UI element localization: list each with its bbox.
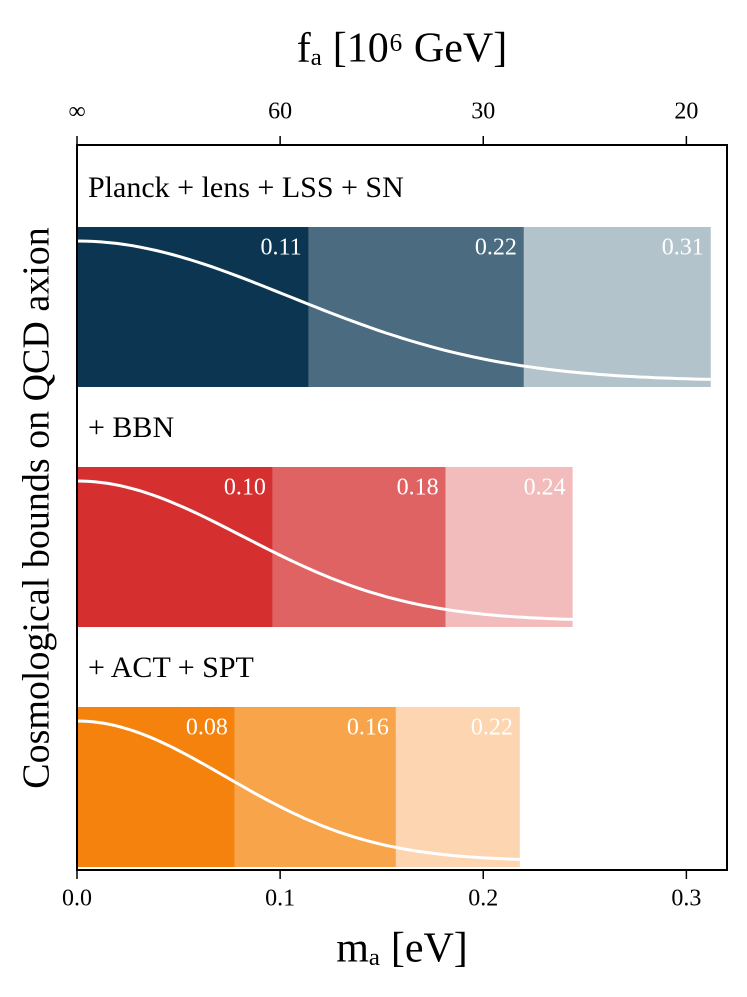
series-label: + ACT + SPT <box>88 651 254 684</box>
x-tick-label: 0.1 <box>265 886 295 912</box>
x-tick-label: 0.3 <box>671 886 701 912</box>
x2-tick-label: 20 <box>674 99 698 125</box>
value-label: 0.08 <box>186 715 228 741</box>
series-label: Planck + lens + LSS + SN <box>88 171 404 204</box>
value-label: 0.22 <box>475 235 517 261</box>
x2-tick-label: 60 <box>268 99 292 125</box>
value-label: 0.31 <box>662 235 704 261</box>
bar-segment <box>395 707 520 867</box>
posterior-curve <box>76 479 573 621</box>
bar-segment <box>77 707 235 867</box>
value-label: 0.18 <box>397 475 439 501</box>
value-label: 0.10 <box>224 475 266 501</box>
x-axis-label: mₐ [eV] <box>336 926 468 972</box>
bar-segment <box>272 467 446 627</box>
x2-tick-label: ∞ <box>68 99 85 125</box>
x-tick-label: 0.2 <box>468 886 498 912</box>
plot-frame <box>76 144 728 871</box>
posterior-curve <box>76 719 520 861</box>
bar-segment <box>445 467 573 627</box>
bar-segment <box>77 227 309 387</box>
value-label: 0.22 <box>471 715 513 741</box>
bar-segment <box>77 467 273 627</box>
x-tick-label: 0.0 <box>62 886 92 912</box>
value-label: 0.16 <box>347 715 389 741</box>
series-label: + BBN <box>88 411 174 444</box>
value-label: 0.11 <box>260 235 301 261</box>
bar-segment <box>523 227 711 387</box>
x2-axis-label: fₐ [10⁶ GeV] <box>297 26 507 72</box>
posterior-curve <box>76 239 711 381</box>
value-label: 0.24 <box>524 475 566 501</box>
x2-tick-label: 30 <box>471 99 495 125</box>
y-axis-label: Cosmological bounds on QCD axion <box>16 227 58 789</box>
